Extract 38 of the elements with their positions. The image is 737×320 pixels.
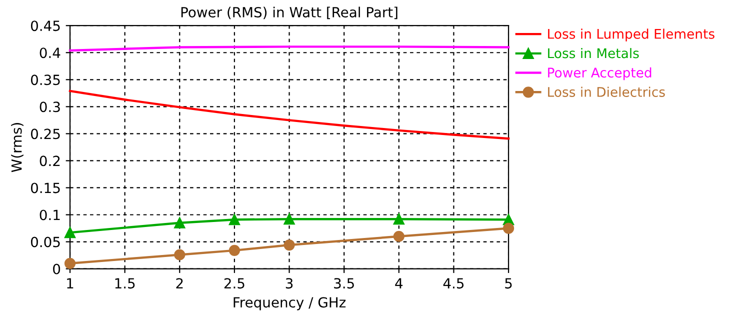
y-tick-label: 0.45	[30, 20, 60, 32]
point	[393, 230, 404, 242]
y-tick-label: 0.05	[30, 236, 60, 248]
x-tick-label: 3	[286, 278, 293, 289]
x-tick-label: 2.5	[224, 278, 244, 289]
x-tick-label: 1.5	[115, 278, 135, 289]
point	[64, 258, 76, 269]
legend-label: Loss in Dielectrics	[548, 86, 665, 97]
x-tick-label: 4	[395, 278, 403, 288]
x-tick-label: 5	[505, 278, 512, 289]
y-tick-label: 0.25	[30, 128, 60, 140]
point	[228, 214, 240, 226]
line-series	[68, 90, 510, 140]
y-tick-label: 0.4	[40, 48, 60, 58]
legend-label: Loss in Metals	[548, 48, 639, 58]
x-axis-title: Frequency / GHz	[234, 297, 346, 310]
chart-title: Power (RMS) in Watt [Real Part]	[181, 6, 398, 20]
y-tick-label: 0.15	[30, 182, 60, 194]
y-axis-title: W(rms)	[11, 122, 24, 172]
y-tick-label: 0	[53, 264, 60, 274]
y-tick-label: 0.3	[40, 102, 60, 112]
point	[174, 249, 186, 260]
point	[64, 227, 76, 238]
point	[393, 214, 404, 225]
y-tick-label: 0.35	[30, 74, 60, 86]
x-tick-label: 4.5	[443, 278, 464, 289]
point	[228, 244, 240, 256]
point	[502, 222, 514, 234]
legend-label: Power Accepted	[548, 67, 652, 80]
point	[174, 217, 186, 228]
y-tick-label: 0.1	[40, 210, 60, 220]
y-tick-label: 0.2	[40, 156, 60, 166]
x-tick-label: 2	[176, 278, 183, 288]
point	[284, 239, 295, 251]
point	[284, 214, 295, 225]
x-tick-label: 1	[67, 278, 74, 288]
x-tick-label: 3.5	[334, 278, 354, 289]
legend-label: Loss in Lumped Elements	[548, 28, 714, 42]
